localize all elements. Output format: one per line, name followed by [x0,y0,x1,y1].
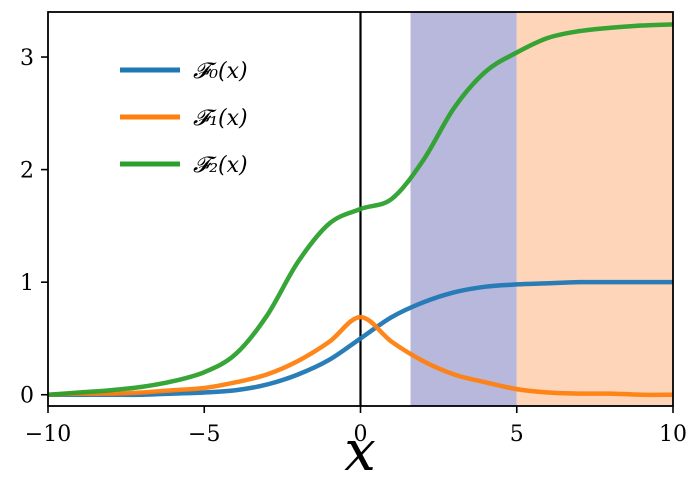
y-tick-label: 3 [20,46,34,71]
legend-label-0: 𝓕₀(x) [193,59,248,84]
series-line-1 [48,314,673,398]
y-tick-label: 0 [20,384,34,409]
shaded-regions [410,12,673,406]
legend-label-1: 𝓕₁(x) [193,106,248,131]
series-line-2 [48,22,673,397]
x-axis-ticks: −10 −5 0 5 10 [25,406,687,447]
x-axis-label: x [344,419,376,484]
legend-label-2: 𝓕₂(x) [193,153,248,178]
x-tick-label: 0 [354,422,368,447]
shaded-region-0 [410,12,517,406]
x-tick-label: −10 [25,422,71,447]
x-tick-label: 5 [510,422,524,447]
x-tick-label: 10 [659,422,687,447]
y-tick-label: 1 [20,271,34,296]
y-tick-label: 2 [20,159,34,184]
x-tick-label: −5 [188,422,220,447]
series-line-0 [48,279,673,398]
series-lines [48,22,673,398]
legend: 𝓕₀(x) 𝓕₁(x) 𝓕₂(x) [120,59,248,178]
shaded-region-1 [516,12,673,406]
y-axis-ticks: 0 1 2 3 [20,46,48,409]
